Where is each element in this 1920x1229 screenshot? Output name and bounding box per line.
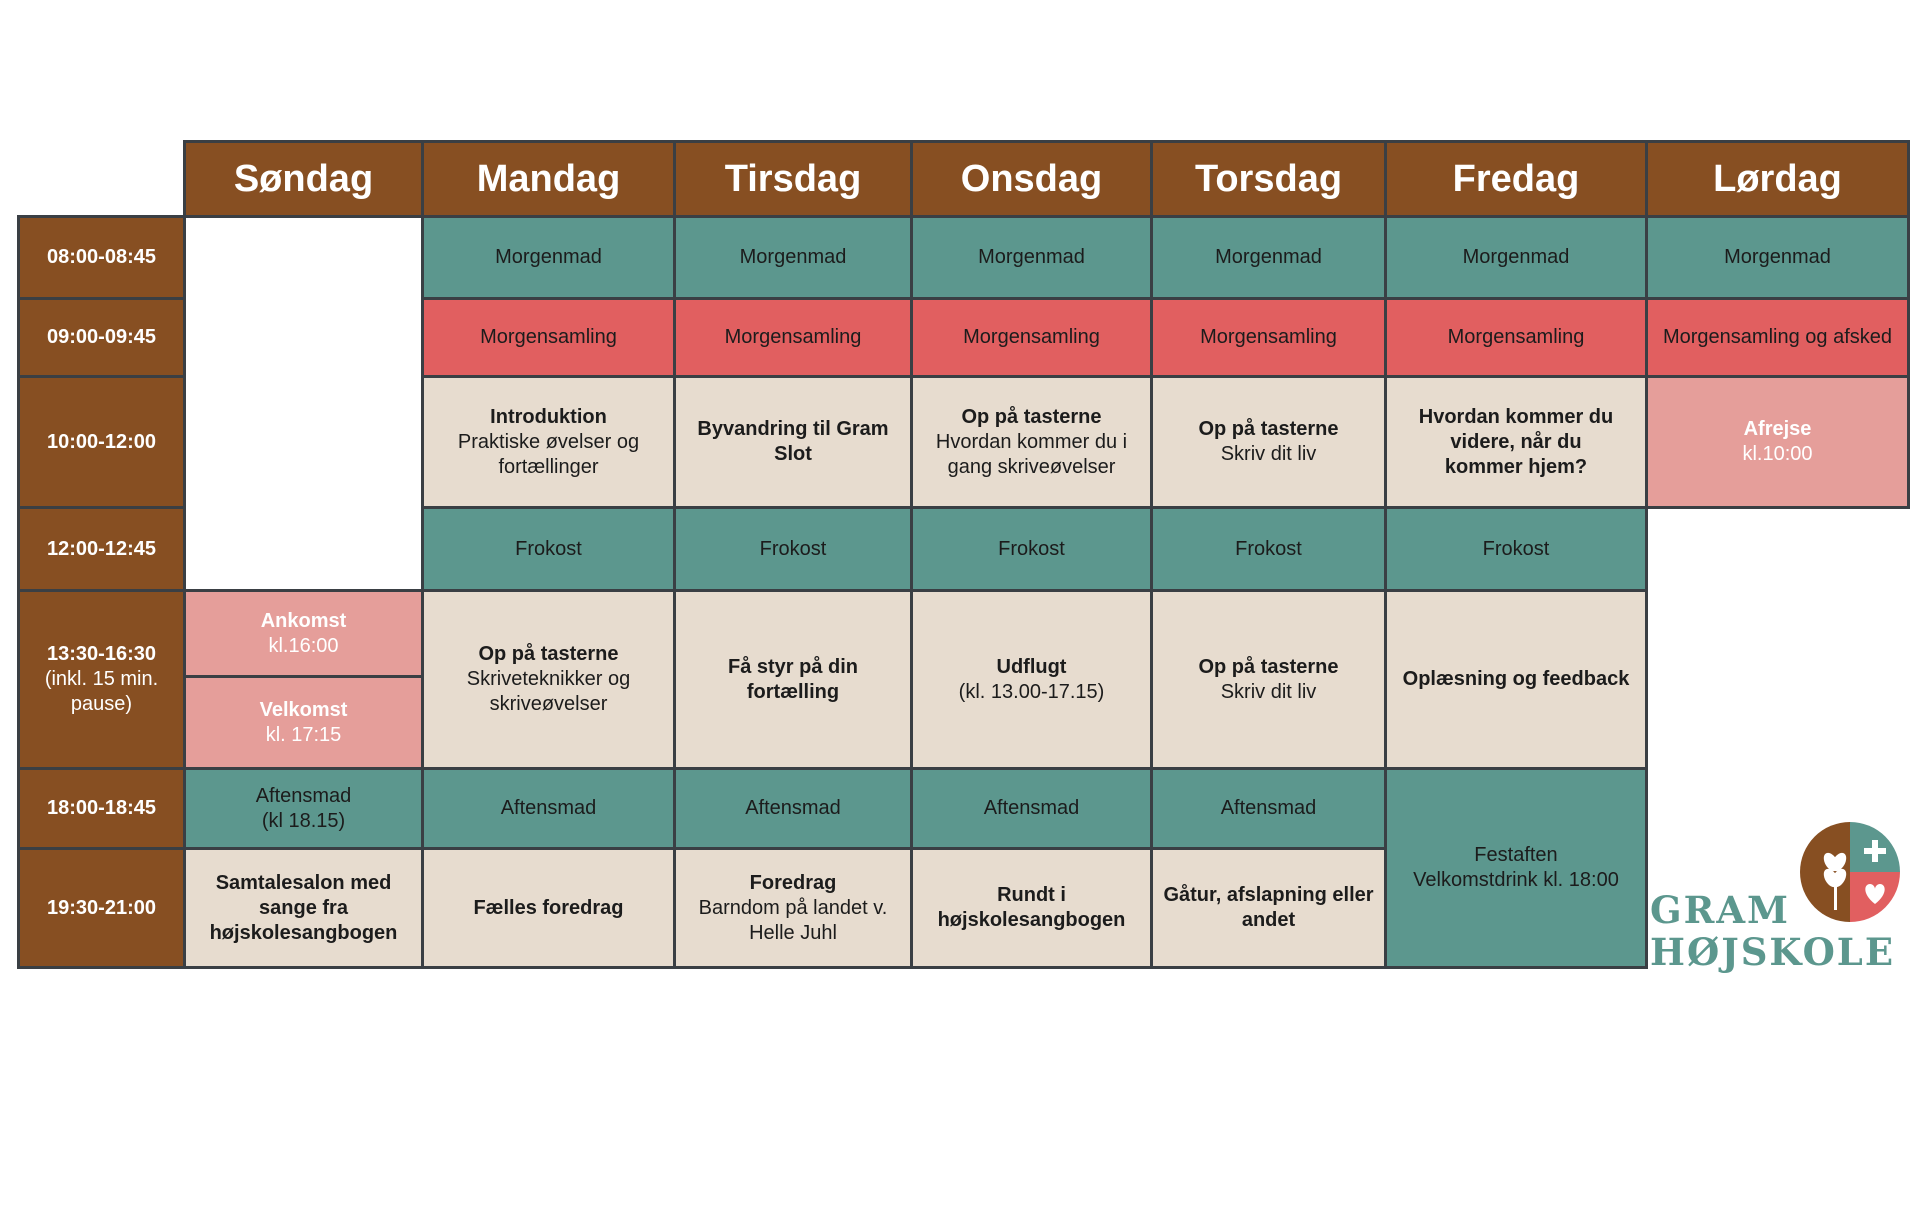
sondag-empty [183,215,424,592]
logo-text-hojskole: HØJSKOLE [1650,930,1896,974]
tirsdag-morgensamling: Morgensamling [673,297,913,378]
torsdag-eftermiddag-sub: Skriv dit liv [1220,680,1317,703]
onsdag-eftermiddag-sub: (kl. 13.00-17.15) [958,680,1105,703]
sondag-aftensmad: Aftensmad (kl 18.15) [183,767,424,850]
tirsdag-aften: Foredrag Barndom på landet v. Helle Juhl [673,847,913,969]
onsdag-morgenmad: Morgenmad [910,215,1153,300]
fredag-morgenmad: Morgenmad [1384,215,1648,300]
mandag-frokost: Frokost [421,506,676,592]
mandag-formiddag-title: Introduktion [490,405,607,428]
onsdag-aften: Rundt i højskolesangbogen [910,847,1153,969]
sondag-velkomst-time: kl. 17:15 [265,723,342,746]
lordag-afrejse-time: kl.10:00 [1742,443,1813,465]
lordag-afrejse-title: Afrejse [1743,418,1812,440]
mandag-eftermiddag: Op på tasterne Skriveteknikker og skrive… [421,589,676,770]
tirsdag-frokost: Frokost [673,506,913,592]
day-header-sondag: Søndag [183,140,424,218]
day-header-lordag: Lørdag [1645,140,1910,218]
wheat-icon [1823,852,1847,910]
tirsdag-formiddag: Byvandring til Gram Slot [673,375,913,509]
torsdag-morgenmad: Morgenmad [1150,215,1387,300]
torsdag-aften: Gåtur, afslapning eller andet [1150,847,1387,969]
logo-emblem [1800,822,1900,922]
logo-text-gram: GRAM [1650,888,1791,932]
fredag-formiddag: Hvordan kommer du videre, når du kommer … [1384,375,1648,509]
sondag-aftensmad-time: (kl 18.15) [261,809,346,832]
lordag-morgenmad: Morgenmad [1645,215,1910,300]
onsdag-formiddag-title: Op på tasterne [961,405,1102,428]
onsdag-frokost: Frokost [910,506,1153,592]
fredag-festaften-title: Festaften [1474,844,1558,866]
mandag-morgenmad: Morgenmad [421,215,676,300]
tirsdag-aftensmad: Aftensmad [673,767,913,850]
sondag-velkomst: Velkomst kl. 17:15 [183,675,424,770]
onsdag-formiddag-sub: Hvordan kommer du i gang skriveøvelser [935,430,1128,478]
onsdag-formiddag: Op på tasterne Hvordan kommer du i gang … [910,375,1153,509]
tirsdag-aften-sub: Barndom på landet v. Helle Juhl [698,896,888,944]
mandag-eftermiddag-title: Op på tasterne [478,643,619,665]
time-slot-0800: 08:00-08:45 [17,215,186,300]
mandag-eftermiddag-sub: Skriveteknikker og skriveøvelser [466,668,631,715]
time-slot-1930: 19:30-21:00 [17,847,186,969]
fredag-eftermiddag: Oplæsning og feedback [1384,589,1648,770]
onsdag-aftensmad: Aftensmad [910,767,1153,850]
sondag-ankomst: Ankomst kl.16:00 [183,589,424,678]
onsdag-morgensamling: Morgensamling [910,297,1153,378]
lordag-afrejse: Afrejse kl.10:00 [1645,375,1910,509]
time-slot-1330-label: 13:30-16:30 [47,643,156,665]
day-header-tirsdag: Tirsdag [673,140,913,218]
gram-hojskole-logo: GRAM HØJSKOLE [1650,820,1910,980]
day-header-torsdag: Torsdag [1150,140,1387,218]
heart-icon [1865,884,1885,904]
time-slot-1800: 18:00-18:45 [17,767,186,850]
sondag-aften: Samtalesalon med sange fra højskolesangb… [183,847,424,969]
tirsdag-morgenmad: Morgenmad [673,215,913,300]
sondag-aftensmad-title: Aftensmad [255,784,352,807]
torsdag-formiddag-title: Op på tasterne [1198,418,1339,440]
tirsdag-eftermiddag: Få styr på din fortælling [673,589,913,770]
time-slot-1000: 10:00-12:00 [17,375,186,509]
torsdag-morgensamling: Morgensamling [1150,297,1387,378]
torsdag-formiddag-sub: Skriv dit liv [1220,443,1317,465]
time-slot-0900: 09:00-09:45 [17,297,186,378]
time-slot-1200: 12:00-12:45 [17,506,186,592]
sondag-ankomst-title: Ankomst [260,609,347,632]
onsdag-eftermiddag: Udflugt (kl. 13.00-17.15) [910,589,1153,770]
day-header-mandag: Mandag [421,140,676,218]
mandag-formiddag: Introduktion Praktiske øvelser og fortæl… [421,375,676,509]
torsdag-formiddag: Op på tasterne Skriv dit liv [1150,375,1387,509]
time-slot-1330-note: (inkl. 15 min. pause) [44,668,159,715]
time-slot-1330: 13:30-16:30 (inkl. 15 min. pause) [17,589,186,770]
mandag-formiddag-sub: Praktiske øvelser og fortællinger [457,430,640,478]
mandag-morgensamling: Morgensamling [421,297,676,378]
tirsdag-aften-title: Foredrag [749,871,837,894]
torsdag-frokost: Frokost [1150,506,1387,592]
fredag-morgensamling: Morgensamling [1384,297,1648,378]
plus-icon [1864,840,1886,862]
torsdag-eftermiddag-title: Op på tasterne [1198,655,1339,678]
day-header-onsdag: Onsdag [910,140,1153,218]
lordag-morgensamling: Morgensamling og afsked [1645,297,1910,378]
torsdag-eftermiddag: Op på tasterne Skriv dit liv [1150,589,1387,770]
day-header-fredag: Fredag [1384,140,1648,218]
mandag-aften: Fælles foredrag [421,847,676,969]
fredag-festaften: Festaften Velkomstdrink kl. 18:00 [1384,767,1648,969]
fredag-festaften-sub: Velkomstdrink kl. 18:00 [1413,869,1619,891]
sondag-ankomst-time: kl.16:00 [268,634,339,657]
fredag-frokost: Frokost [1384,506,1648,592]
onsdag-eftermiddag-title: Udflugt [996,655,1067,678]
sondag-velkomst-title: Velkomst [259,698,348,721]
torsdag-aftensmad: Aftensmad [1150,767,1387,850]
mandag-aftensmad: Aftensmad [421,767,676,850]
